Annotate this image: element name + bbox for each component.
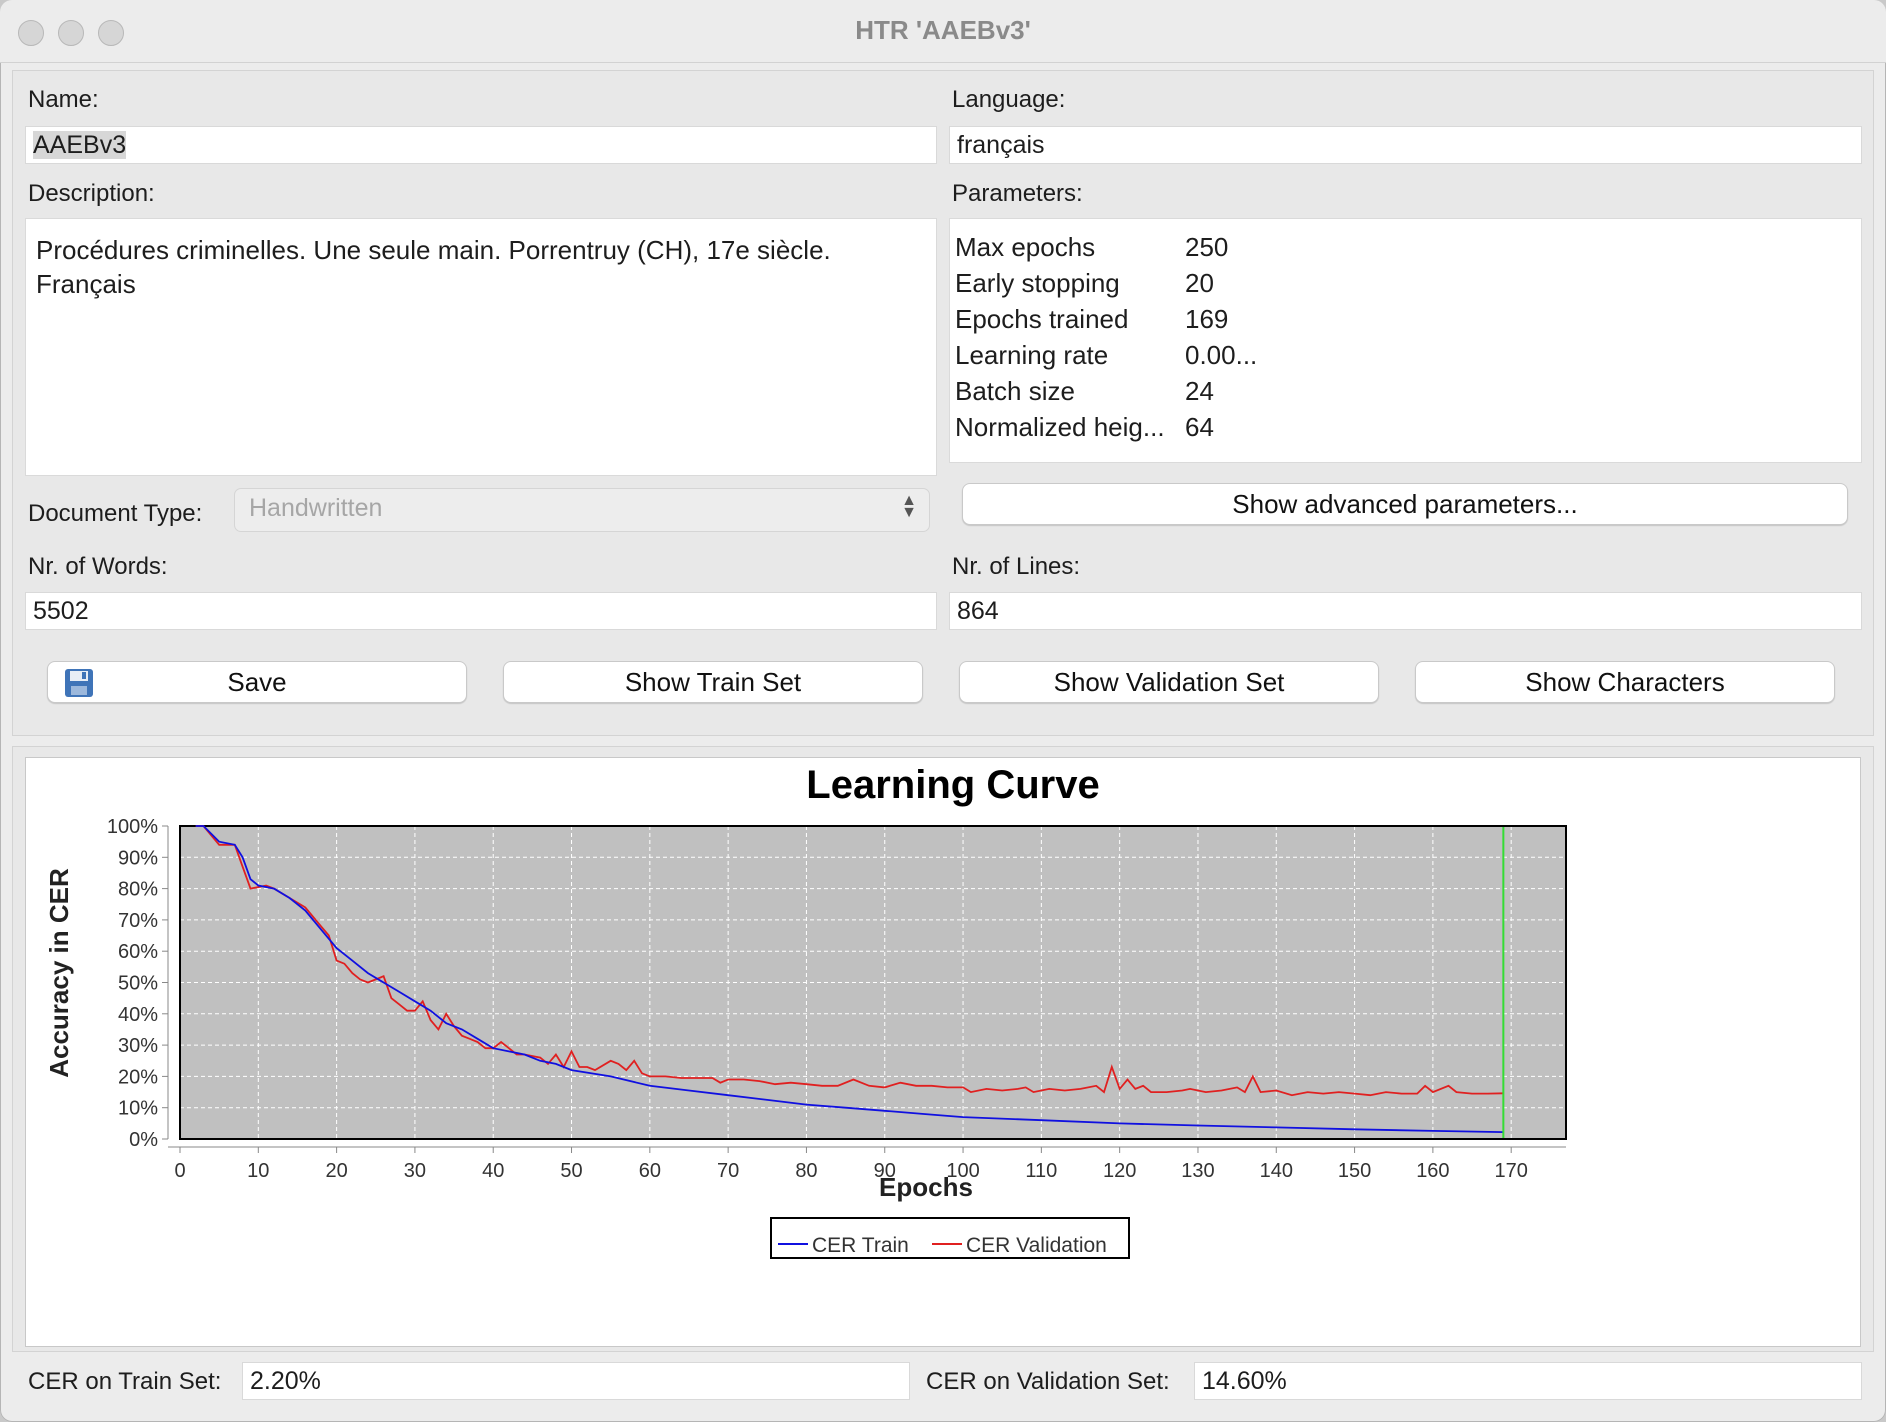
x-tick-label: 170 [1494,1160,1527,1182]
parameter-row: Learning rate 0.00... [955,337,1856,373]
floppy-disk-icon [64,668,94,698]
lines-field[interactable]: 864 [949,592,1862,630]
x-tick-label: 120 [1103,1160,1136,1182]
x-tick-label: 80 [795,1160,817,1182]
show-advanced-parameters-button[interactable]: Show advanced parameters... [962,483,1848,525]
chart-legend: CER Train CER Validation [770,1217,1130,1259]
document-type-value: Handwritten [249,494,383,522]
cer-validation-label: CER on Validation Set: [926,1368,1170,1395]
parameter-key: Learning rate [955,339,1109,370]
plot-border [179,825,1567,1140]
y-tick-label: 100% [107,816,158,838]
cer-train-label: CER on Train Set: [28,1368,222,1395]
parameter-row: Normalized heig... 64 [955,409,1856,445]
parameter-value: 20 [1185,267,1214,298]
parameter-row: Epochs trained 169 [955,301,1856,337]
learning-curve-chart: Learning Curve 0 10 20 30 40 50 60 70 80 90 100 110… [25,757,1861,1347]
x-tick-label: 140 [1260,1160,1293,1182]
zoom-window-icon[interactable] [98,20,124,46]
name-label: Name: [28,86,99,113]
name-value: AAEBv3 [33,131,127,159]
y-tick-label: 10% [118,1098,158,1120]
y-tick-label: 0% [129,1129,158,1151]
x-tick-label: 40 [482,1160,504,1182]
y-tick-label: 20% [118,1066,158,1088]
x-tick-label: 20 [325,1160,347,1182]
x-tick-label: 10 [247,1160,269,1182]
lines-label: Nr. of Lines: [952,553,1081,580]
y-tick-label: 30% [118,1035,158,1057]
parameter-row: Early stopping 20 [955,265,1856,301]
parameters-label: Parameters: [952,180,1083,207]
legend-train-label: CER Train [812,1234,909,1257]
x-tick-label: 100 [946,1160,979,1182]
x-tick-label: 160 [1416,1160,1449,1182]
y-tick-label: 40% [118,1004,158,1026]
window-title: HTR 'AAEBv3' [855,15,1031,45]
title-bar: HTR 'AAEBv3' [0,0,1886,63]
parameter-value: 0.00... [1185,339,1258,370]
cer-validation-field[interactable]: 14.60% [1194,1362,1862,1400]
series-line-cer-validation [195,825,1504,1097]
x-tick-label: 150 [1338,1160,1371,1182]
x-tick-label: 30 [404,1160,426,1182]
cer-train-field[interactable]: 2.20% [242,1362,910,1400]
y-tick-label: 90% [118,847,158,869]
legend-validation-label: CER Validation [966,1234,1107,1257]
minimize-window-icon[interactable] [58,20,84,46]
y-tick-label: 60% [118,941,158,963]
parameter-key: Early stopping [955,267,1120,298]
parameter-value: 64 [1185,411,1214,442]
parameter-key: Normalized heig... [955,411,1165,442]
x-tick-label: 50 [560,1160,582,1182]
x-tick-label: 130 [1181,1160,1214,1182]
save-button-label: Save [227,667,287,697]
parameter-value: 250 [1185,231,1229,262]
description-label: Description: [28,180,155,207]
document-type-label: Document Type: [28,500,203,527]
series-line-cer-train [195,825,1504,1133]
parameter-row: Max epochs 250 [955,229,1856,265]
y-tick-label: 70% [118,910,158,932]
document-type-select[interactable]: Handwritten ▲ ▼ [234,488,930,532]
x-tick-label: 110 [1025,1160,1057,1182]
parameter-value: 24 [1185,375,1214,406]
parameter-key: Epochs trained [955,303,1129,334]
words-label: Nr. of Words: [28,553,168,580]
learning-curve-panel: Learning Curve 0 10 20 30 40 50 60 70 80 90 100 110… [12,746,1874,1352]
parameter-value: 169 [1185,303,1229,334]
parameter-row: Batch size 24 [955,373,1856,409]
save-button[interactable]: Save [47,661,467,703]
show-characters-button[interactable]: Show Characters [1415,661,1835,703]
language-field[interactable]: français [949,126,1862,164]
x-tick-label: 60 [639,1160,661,1182]
words-field[interactable]: 5502 [25,592,937,630]
x-tick-label: 90 [874,1160,896,1182]
show-validation-set-button[interactable]: Show Validation Set [959,661,1379,703]
y-axis-label: Accuracy in CER [44,868,74,1078]
description-field[interactable]: Procédures criminelles. Une seule main. … [25,218,937,476]
name-field[interactable]: AAEBv3 [25,126,937,164]
language-label: Language: [952,86,1066,113]
x-axis-label: Epochs [879,1172,973,1202]
show-train-set-button[interactable]: Show Train Set [503,661,923,703]
up-down-arrows-icon: ▲ ▼ [901,492,917,521]
x-tick-label: 0 [174,1160,185,1182]
x-tick-label: 70 [717,1160,739,1182]
close-window-icon[interactable] [18,20,44,46]
chart-title: Learning Curve [806,763,1099,807]
y-tick-label: 50% [118,973,158,995]
parameters-table[interactable]: Max epochs 250 Early stopping 20 Epochs tr… [949,218,1862,463]
parameter-key: Max epochs [955,231,1096,262]
y-tick-label: 80% [118,879,158,901]
learning-curve-svg: Learning Curve 0 10 20 30 40 50 60 70 80 90 100 110… [44,763,1567,1259]
parameter-key: Batch size [955,375,1075,406]
